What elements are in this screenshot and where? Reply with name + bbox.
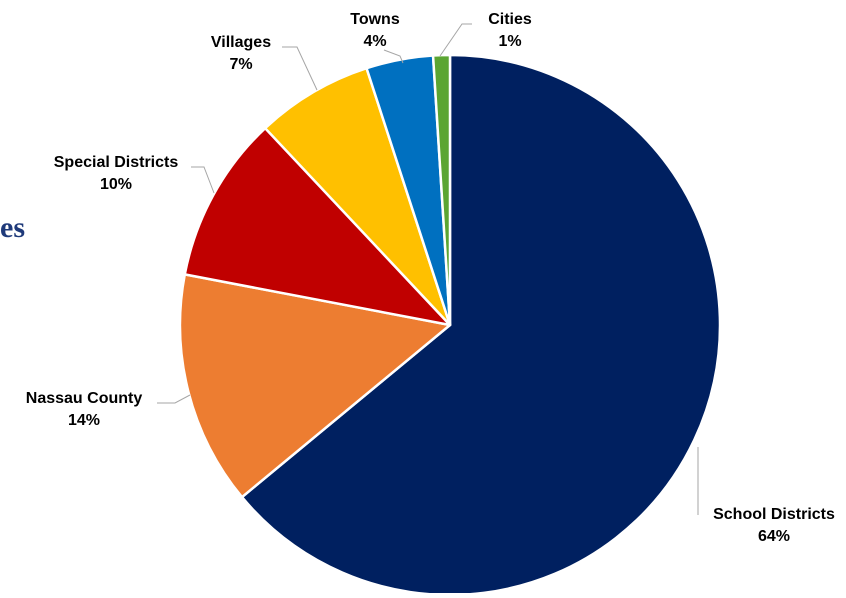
data-label-school-districts: School Districts [713, 506, 835, 523]
pie-slice-nassau-county [178, 273, 452, 499]
data-value-villages: 7% [229, 56, 252, 73]
pie-slice-cities [431, 53, 452, 327]
pie-slice-villages [263, 66, 452, 327]
leader-lines [157, 23, 699, 515]
leader-line-villages [282, 46, 318, 91]
data-label-special-districts: Special Districts [54, 154, 179, 171]
pie-slice-special-districts [183, 126, 452, 327]
leader-line-towns [383, 49, 404, 64]
data-labels: School Districts 64% Nassau County 14% Speci… [26, 11, 835, 545]
data-value-school-districts: 64% [758, 528, 790, 545]
data-value-special-districts: 10% [100, 176, 132, 193]
data-label-nassau-county: Nassau County [26, 390, 143, 407]
data-value-cities: 1% [498, 33, 521, 50]
leader-line-nassau-county [157, 394, 191, 404]
data-value-nassau-county: 14% [68, 412, 100, 429]
data-value-towns: 4% [363, 33, 386, 50]
leader-line-special-districts [191, 166, 215, 194]
data-label-towns: Towns [350, 11, 400, 28]
cropped-heading-fragment: es [0, 211, 25, 244]
data-label-cities: Cities [488, 11, 532, 28]
pie-slice-school-districts [240, 53, 722, 597]
data-label-villages: Villages [211, 34, 271, 51]
pie-slices [178, 53, 722, 597]
leader-line-cities [439, 23, 472, 57]
